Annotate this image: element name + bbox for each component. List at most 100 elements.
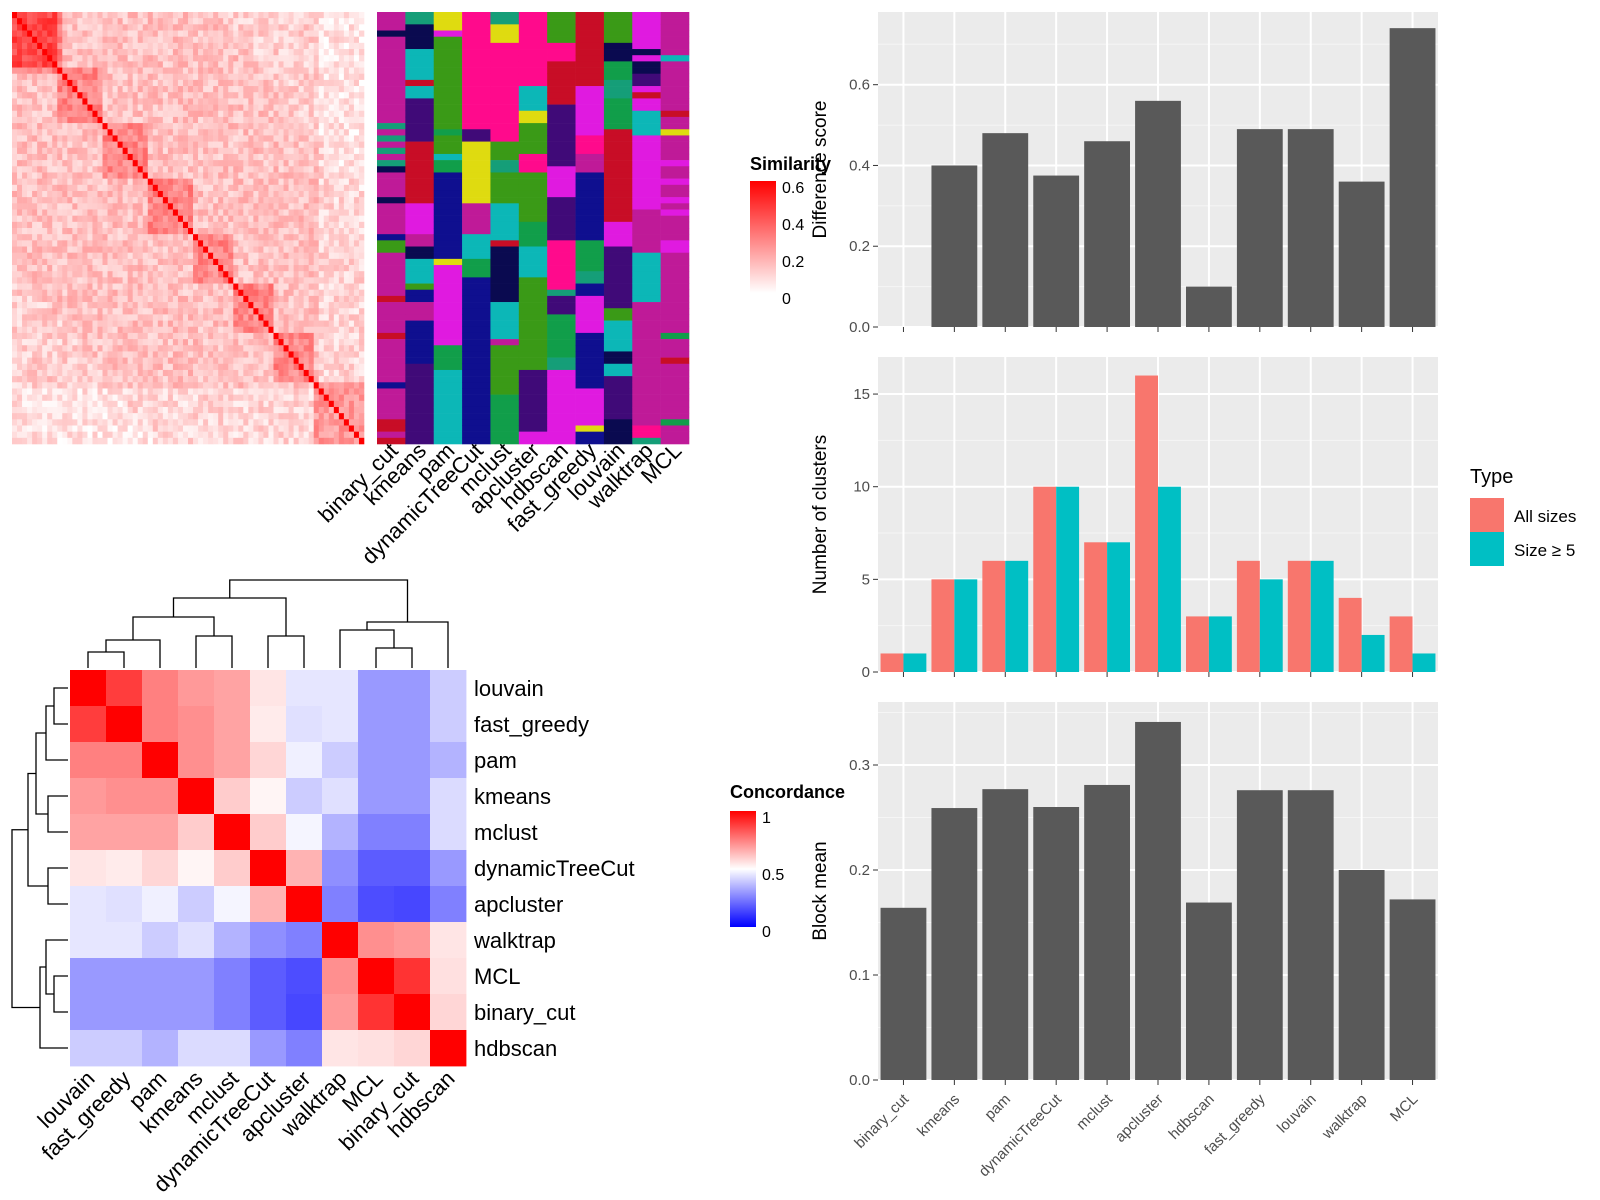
- similarity-cell: [348, 283, 355, 291]
- similarity-cell: [353, 413, 360, 420]
- similarity-cell: [152, 302, 159, 309]
- similarity-cell: [253, 209, 259, 216]
- similarity-cell: [127, 400, 133, 408]
- similarity-cell: [37, 314, 43, 321]
- cluster-cell: [377, 203, 406, 210]
- similarity-cell: [253, 332, 259, 340]
- similarity-cell: [273, 116, 279, 124]
- similarity-cell: [328, 252, 335, 260]
- similarity-cell: [157, 228, 164, 235]
- similarity-cell: [42, 24, 48, 31]
- similarity-cell: [283, 345, 289, 352]
- similarity-cell: [42, 116, 48, 124]
- cluster-cell: [377, 320, 406, 328]
- similarity-cell: [32, 221, 38, 229]
- similarity-cell: [323, 252, 330, 260]
- similarity-cell: [47, 351, 53, 358]
- similarity-cell: [42, 141, 48, 149]
- similarity-cell: [263, 246, 269, 253]
- similarity-cell: [57, 55, 63, 62]
- similarity-cell: [223, 271, 229, 278]
- similarity-cell: [308, 240, 315, 247]
- similarity-cell: [243, 123, 249, 130]
- similarity-cell: [122, 18, 128, 25]
- similarity-cell: [132, 67, 139, 75]
- similarity-cell: [293, 240, 299, 247]
- similarity-cell: [208, 339, 214, 346]
- similarity-cell: [137, 289, 144, 297]
- similarity-cell: [273, 289, 279, 297]
- similarity-cell: [273, 406, 279, 414]
- similarity-cell: [52, 320, 58, 328]
- similarity-cell: [258, 42, 264, 50]
- similarity-cell: [32, 61, 38, 68]
- similarity-cell: [203, 302, 209, 309]
- similarity-cell: [172, 271, 179, 278]
- similarity-cell: [293, 388, 299, 395]
- similarity-cell: [92, 92, 98, 99]
- similarity-cell: [338, 123, 345, 130]
- similarity-cell: [353, 265, 360, 272]
- similarity-cell: [268, 425, 274, 432]
- similarity-cell: [323, 73, 330, 81]
- similarity-cell: [293, 314, 299, 321]
- similarity-cell: [167, 116, 174, 124]
- similarity-cell: [152, 153, 159, 161]
- cluster-cell: [377, 104, 406, 112]
- similarity-cell: [303, 394, 309, 402]
- similarity-cell: [193, 246, 199, 253]
- similarity-cell: [203, 55, 209, 62]
- similarity-cell: [122, 413, 128, 420]
- similarity-cell: [223, 240, 229, 247]
- similarity-cell: [218, 172, 224, 179]
- similarity-cell: [263, 332, 269, 340]
- similarity-cell: [62, 215, 68, 223]
- similarity-cell: [303, 240, 309, 247]
- similarity-cell: [298, 184, 304, 192]
- similarity-cell: [213, 437, 219, 445]
- similarity-cell: [22, 116, 28, 124]
- similarity-cell: [82, 289, 88, 297]
- similarity-cell: [42, 197, 48, 204]
- similarity-cell: [248, 326, 254, 334]
- similarity-cell: [77, 258, 83, 266]
- similarity-cell: [193, 79, 199, 87]
- similarity-cell: [268, 92, 274, 99]
- similarity-cell: [268, 265, 274, 272]
- similarity-cell: [37, 215, 43, 223]
- similarity-cell: [87, 289, 93, 297]
- similarity-cell: [263, 55, 269, 62]
- similarity-cell: [278, 339, 284, 346]
- similarity-cell: [147, 339, 154, 346]
- similarity-cell: [273, 55, 279, 62]
- similarity-cell: [157, 345, 164, 352]
- similarity-cell: [303, 419, 309, 426]
- similarity-cell: [303, 166, 309, 173]
- similarity-cell: [132, 345, 139, 352]
- similarity-cell: [288, 431, 294, 439]
- similarity-cell: [62, 98, 68, 105]
- similarity-cell: [62, 141, 68, 149]
- similarity-cell: [218, 326, 224, 334]
- similarity-cell: [238, 388, 244, 395]
- similarity-cell: [258, 86, 264, 93]
- similarity-cell: [358, 98, 365, 105]
- similarity-cell: [17, 308, 23, 315]
- similarity-cell: [233, 153, 239, 161]
- similarity-cell: [308, 308, 315, 315]
- similarity-cell: [107, 55, 113, 62]
- similarity-cell: [283, 413, 289, 420]
- similarity-cell: [17, 135, 23, 142]
- similarity-cell: [177, 277, 184, 284]
- similarity-cell: [313, 326, 320, 334]
- similarity-cell: [218, 36, 224, 44]
- similarity-cell: [47, 413, 53, 420]
- similarity-cell: [353, 308, 360, 315]
- similarity-cell: [97, 283, 103, 291]
- similarity-cell: [223, 314, 229, 321]
- similarity-cell: [72, 271, 78, 278]
- similarity-cell: [67, 240, 73, 247]
- similarity-cell: [122, 36, 128, 44]
- similarity-cell: [298, 197, 304, 204]
- similarity-cell: [198, 30, 204, 37]
